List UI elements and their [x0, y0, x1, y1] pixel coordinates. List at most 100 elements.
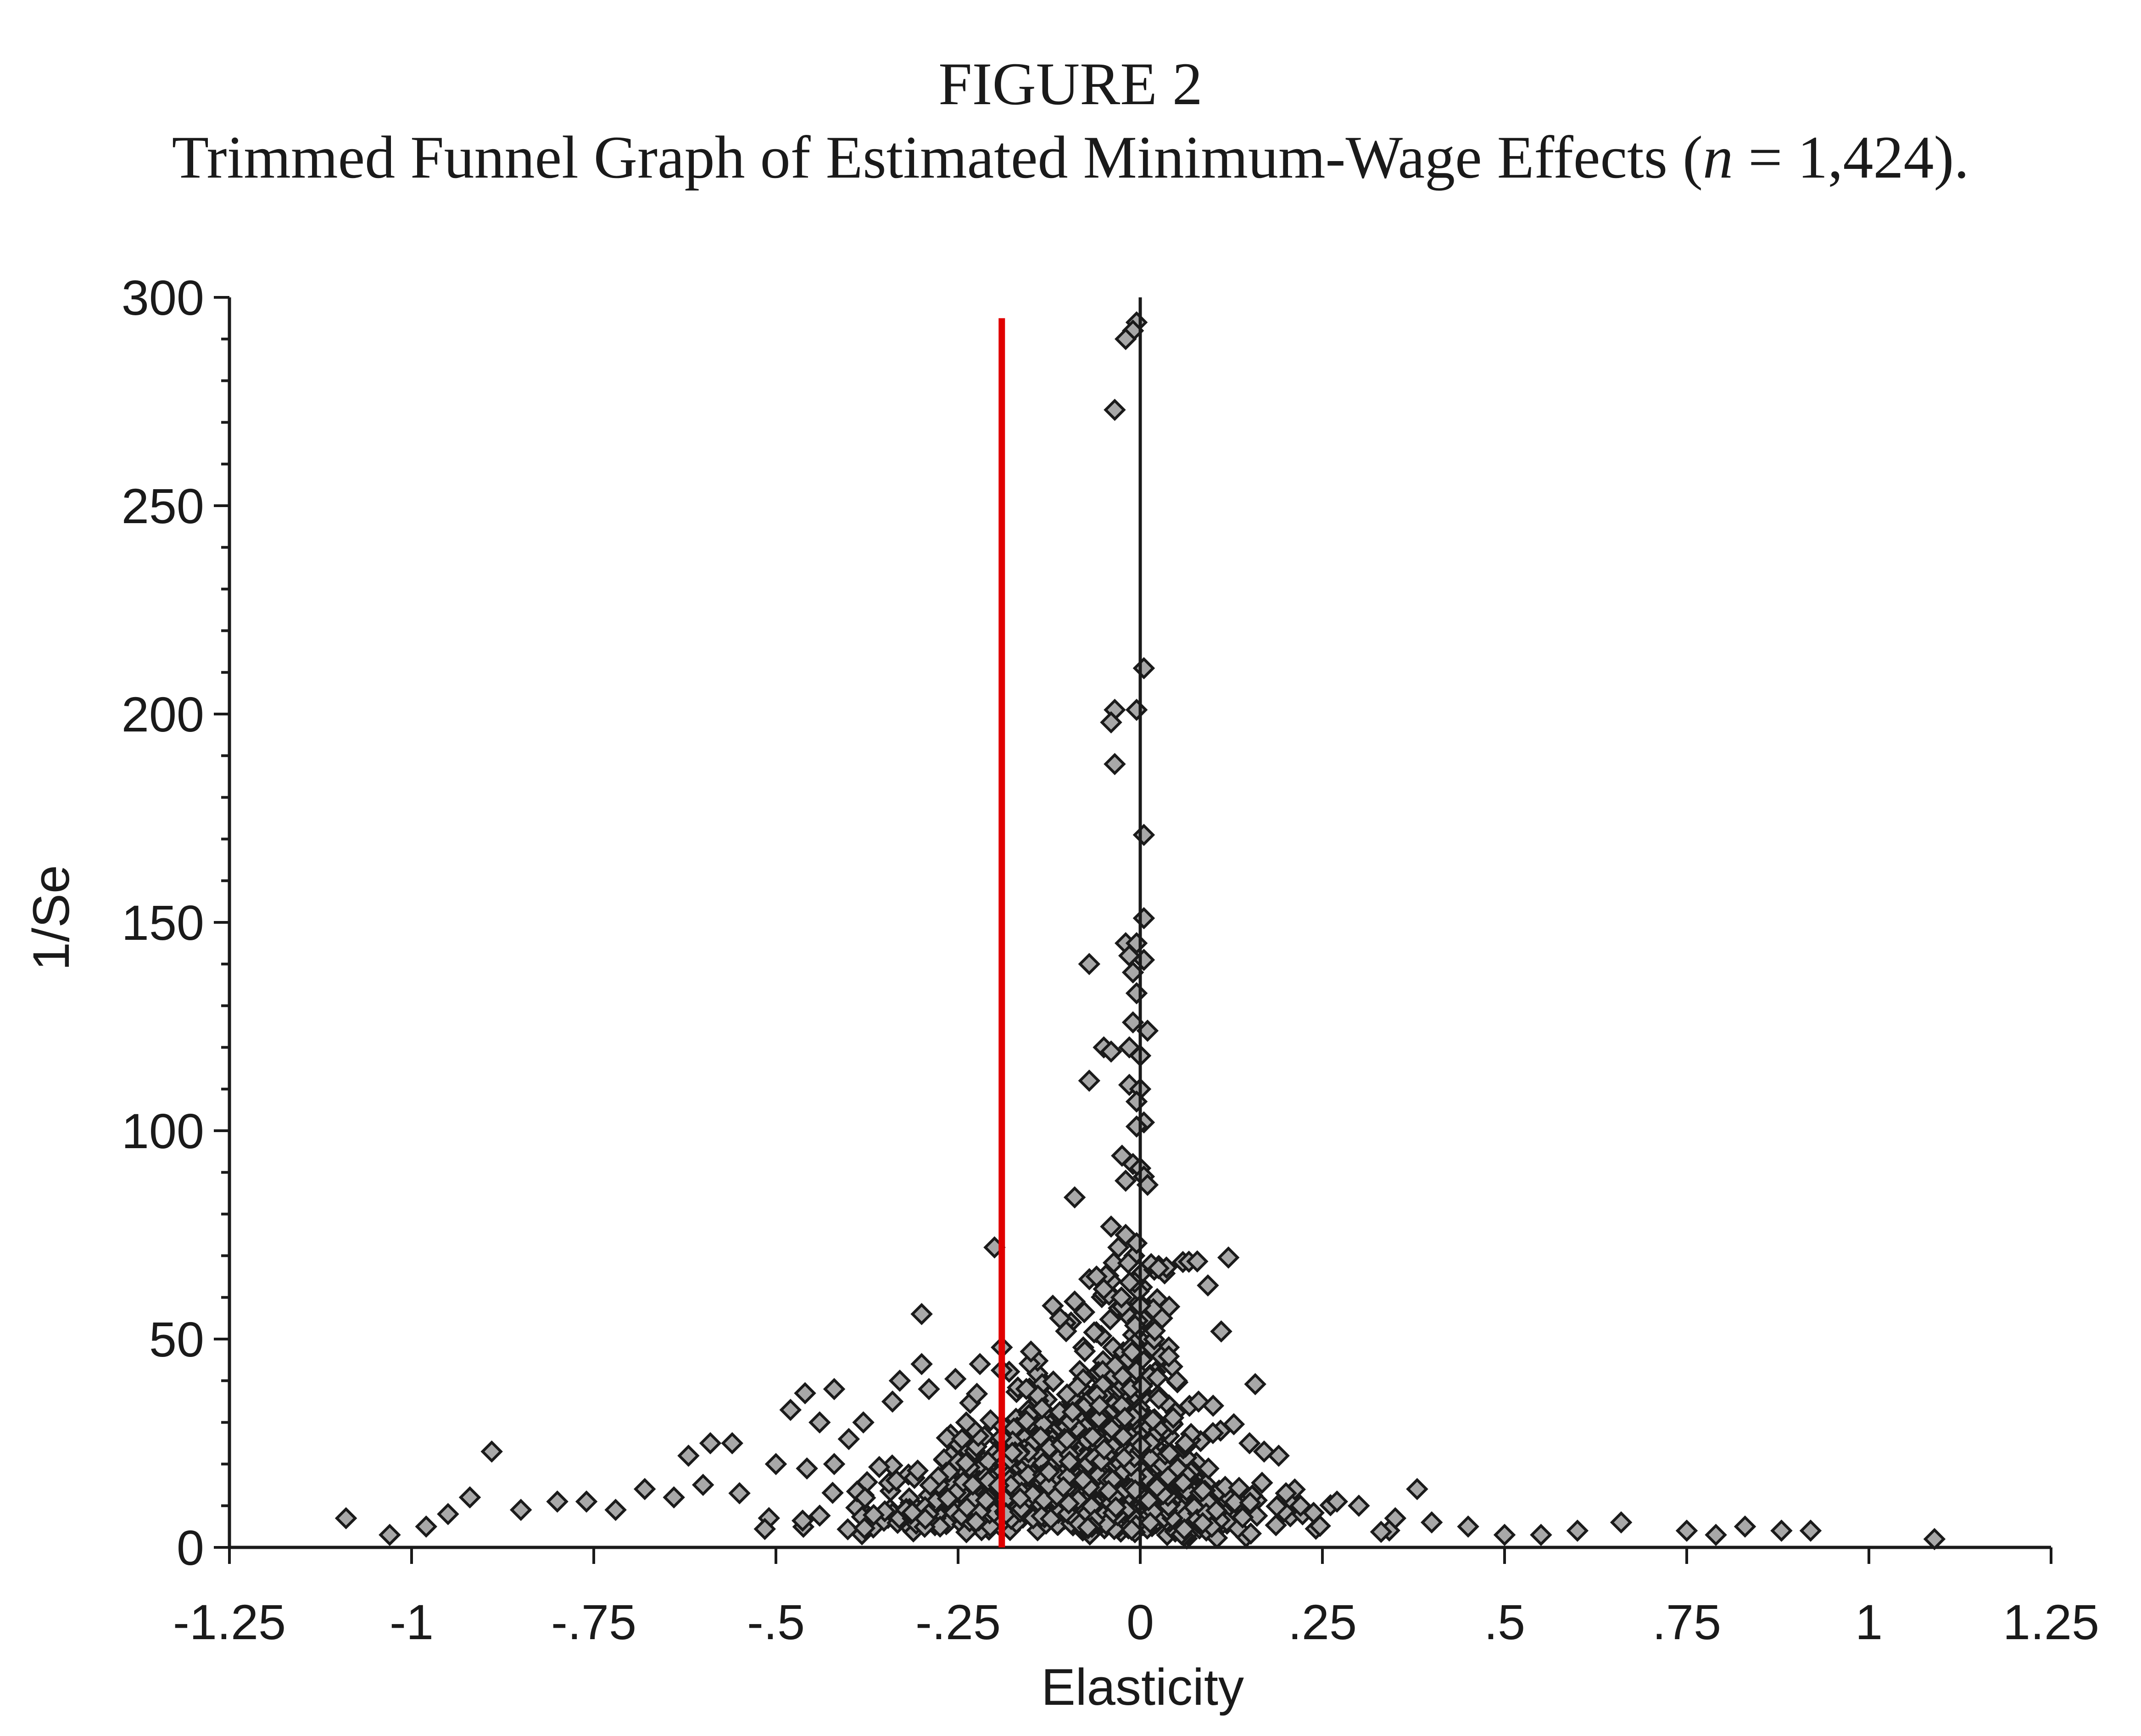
scatter-point	[1132, 907, 1155, 930]
scatter-point	[1066, 1375, 1089, 1398]
scatter-point	[1309, 1514, 1331, 1537]
scatter-point	[1061, 1401, 1084, 1423]
scatter-point	[1705, 1524, 1727, 1546]
scatter-point	[1055, 1429, 1078, 1451]
scatter-point	[480, 1440, 503, 1463]
caption-text-before: Trimmed Funnel Graph of Estimated Minimu…	[172, 123, 1703, 191]
scatter-point	[1406, 1478, 1428, 1501]
scatter-point	[823, 1453, 846, 1475]
scatter-point	[929, 1515, 952, 1538]
scatter-point	[975, 1489, 997, 1512]
scatter-point	[1923, 1528, 1946, 1551]
scatter-point	[1104, 1354, 1126, 1377]
scatter-point	[1799, 1519, 1822, 1542]
scatter-point	[1132, 657, 1155, 680]
scatter-point	[808, 1504, 831, 1527]
scatter-point	[1197, 1274, 1219, 1297]
scatter-point	[1132, 824, 1155, 846]
scatter-point	[1147, 1257, 1170, 1279]
figure-caption: Trimmed Funnel Graph of Estimated Minimu…	[0, 124, 2141, 190]
scatter-point	[1158, 1442, 1181, 1465]
x-tick-label: .25	[1288, 1594, 1357, 1650]
scatter-point	[1114, 1407, 1136, 1429]
scatter-point	[1076, 1516, 1099, 1539]
scatter-point	[881, 1390, 904, 1413]
scatter-point	[936, 1427, 958, 1449]
scatter-point	[1121, 1518, 1143, 1541]
scatter-point	[1099, 1308, 1121, 1331]
y-tick-label: 50	[149, 1312, 204, 1367]
scatter-point	[1157, 1466, 1179, 1488]
scatter-point	[1275, 1482, 1297, 1505]
scatter-point	[808, 1411, 831, 1434]
x-axis-title: Elasticity	[1041, 1658, 1244, 1716]
scatter-point	[1675, 1519, 1698, 1542]
scatter-point	[888, 1369, 911, 1392]
scatter-point	[575, 1490, 598, 1513]
scatter-point	[1117, 1252, 1140, 1274]
scatter-point	[853, 1517, 876, 1540]
scatter-point	[1214, 1475, 1237, 1498]
scatter-point	[1210, 1320, 1232, 1343]
scatter-point	[1097, 1479, 1120, 1502]
scatter-point	[546, 1490, 569, 1513]
scatter-point	[1015, 1410, 1038, 1433]
scatter-point	[955, 1411, 978, 1434]
scatter-point	[1266, 1495, 1288, 1518]
scatter-point	[1110, 1286, 1133, 1309]
scatter-point	[1370, 1520, 1393, 1543]
scatter-point	[1078, 953, 1101, 976]
y-tick-label: 0	[177, 1520, 204, 1575]
scatter-point	[1015, 1378, 1038, 1400]
scatter-point	[1039, 1507, 1062, 1530]
scatter-point	[852, 1411, 875, 1434]
y-tick-label: 250	[122, 478, 204, 534]
scatter-point	[1493, 1524, 1516, 1546]
scatter-point	[794, 1382, 816, 1405]
scatter-point	[1082, 1425, 1104, 1448]
y-tick-label: 100	[122, 1103, 204, 1159]
y-tick-label: 150	[122, 895, 204, 950]
scatter-point	[1052, 1476, 1075, 1498]
scatter-point	[1057, 1492, 1080, 1515]
scatter-point	[1063, 1186, 1086, 1209]
reference-lines	[998, 297, 1142, 1547]
scatter-point	[1107, 1236, 1130, 1259]
scatter-point	[1420, 1511, 1443, 1534]
scatter-point	[1172, 1472, 1194, 1494]
scatter-point	[1104, 398, 1126, 421]
scatter-point	[1118, 1271, 1141, 1294]
scatter-point	[1020, 1340, 1043, 1363]
scatter-point	[1093, 1438, 1115, 1461]
scatter-point	[1017, 1463, 1039, 1486]
scatter-point	[1142, 1409, 1164, 1431]
scatter-point	[910, 1303, 933, 1325]
scatter-point	[919, 1474, 942, 1496]
scatter-point	[1131, 1374, 1154, 1397]
scatter-point	[1244, 1373, 1266, 1395]
scatter-point	[914, 1507, 937, 1530]
scatter-point	[1037, 1461, 1060, 1484]
figure-label: FIGURE 2	[938, 50, 1203, 117]
x-tick-label: -.5	[747, 1594, 805, 1650]
scatter-point	[1118, 944, 1141, 967]
scatter-point	[663, 1486, 685, 1509]
scatter-point	[1073, 1340, 1096, 1362]
scatter-point	[1228, 1476, 1250, 1499]
scatter-point	[1187, 1390, 1210, 1413]
scatter-point	[1205, 1499, 1228, 1522]
scatter-point	[764, 1453, 787, 1475]
scatter-point	[1137, 1489, 1160, 1512]
caption-text-after: = 1,424).	[1733, 123, 1969, 191]
scatter-point	[821, 1481, 844, 1504]
scatter-point	[1217, 1246, 1240, 1269]
scatter-point	[753, 1518, 776, 1541]
scatter-point	[437, 1503, 459, 1525]
scatter-point	[918, 1378, 940, 1401]
scatter-point	[1191, 1512, 1214, 1535]
scatter-point	[1148, 1387, 1170, 1410]
scatter-point	[944, 1368, 967, 1390]
scatter-point	[1251, 1471, 1273, 1494]
scatter-point	[1113, 1446, 1136, 1469]
scatter-point	[1239, 1491, 1261, 1514]
